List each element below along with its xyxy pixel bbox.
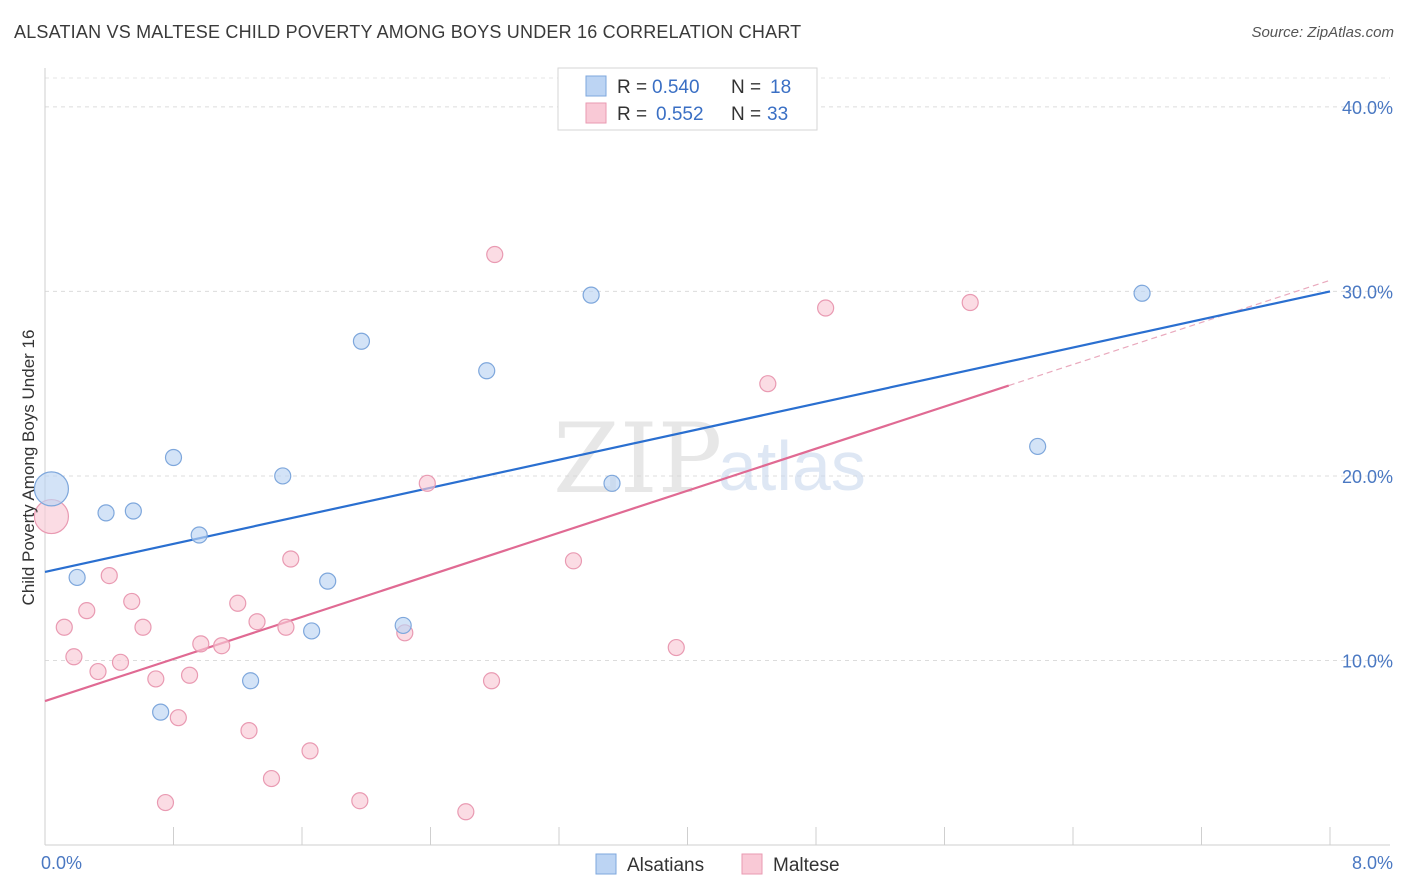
point-maltese-11: [169, 709, 187, 727]
legend-n-value-maltese: 33: [767, 104, 788, 125]
point-maltese-15: [229, 594, 247, 612]
trend-line-alsatians: [44, 290, 1331, 573]
point-maltese-19: [277, 618, 295, 636]
point-alsatians-15: [603, 474, 621, 492]
point-maltese-16: [240, 721, 258, 740]
point-maltese-26: [482, 672, 501, 690]
point-maltese-9: [147, 670, 165, 688]
point-maltese-8: [134, 618, 152, 636]
legend-r-value-alsatians: 0.540: [652, 77, 700, 98]
point-maltese-7: [123, 592, 141, 611]
point-maltese-17: [248, 613, 266, 631]
y-tick-label-3: 40.0%: [1342, 98, 1393, 118]
trend-line-maltese: [44, 384, 1010, 703]
point-alsatians-2: [97, 504, 115, 522]
y-tick-labels: 10.0% 20.0% 30.0% 40.0%: [1342, 98, 1393, 672]
legend-r-label-alsatians: R =: [617, 77, 647, 98]
point-alsatians-12: [394, 616, 412, 635]
trend-line-maltese-extension: [1008, 279, 1331, 387]
point-maltese-22: [351, 792, 369, 810]
point-alsatians-7: [242, 672, 260, 690]
point-maltese-6: [111, 653, 130, 671]
chart-title: ALSATIAN VS MALTESE CHILD POVERTY AMONG …: [14, 22, 802, 42]
bottom-legend-swatch-maltese: [741, 853, 763, 875]
legend-swatch-alsatians: [585, 75, 607, 97]
data-points: [33, 245, 1151, 821]
legend-r-label-maltese: R =: [617, 104, 647, 125]
point-alsatians-3: [124, 502, 142, 520]
legend-r-value-maltese: 0.552: [656, 104, 704, 125]
point-alsatians-1: [68, 568, 86, 587]
point-maltese-28: [564, 552, 583, 570]
point-maltese-14: [213, 637, 231, 655]
bottom-legend-label-alsatians: Alsatians: [627, 855, 704, 876]
point-alsatians-6: [152, 703, 170, 721]
point-maltese-20: [282, 550, 300, 568]
point-alsatians-11: [352, 332, 371, 350]
point-maltese-5: [100, 566, 118, 585]
x-tick-label-0: 0.0%: [41, 853, 82, 873]
point-maltese-31: [817, 299, 835, 317]
point-maltese-4: [89, 662, 107, 681]
top-legend: R = 0.540 N = 18 R = 0.552 N = 33: [557, 67, 818, 131]
chart-source: Source: ZipAtlas.com: [1251, 24, 1394, 41]
bottom-legend-swatch-alsatians: [595, 853, 617, 875]
x-tick-label-1: 8.0%: [1352, 853, 1393, 873]
point-maltese-13: [192, 635, 210, 653]
y-axis-label: Child Poverty Among Boys Under 16: [19, 330, 38, 606]
bottom-legend: Alsatians Maltese: [595, 853, 840, 876]
point-alsatians-13: [478, 362, 496, 380]
legend-n-label-alsatians: N =: [731, 77, 761, 98]
point-maltese-1: [55, 618, 73, 636]
point-alsatians-5: [190, 526, 208, 544]
point-alsatians-8: [274, 467, 292, 485]
point-alsatians-9: [303, 622, 321, 640]
point-maltese-12: [180, 666, 199, 684]
point-alsatians-16: [1029, 437, 1047, 456]
point-maltese-29: [667, 638, 685, 657]
x-tick-labels: 0.0% 8.0%: [41, 853, 1393, 873]
point-alsatians-4: [164, 448, 183, 467]
legend-n-label-maltese: N =: [731, 104, 761, 125]
point-alsatians-0: [33, 471, 70, 507]
point-maltese-27: [486, 245, 504, 264]
point-maltese-25: [457, 803, 475, 821]
point-maltese-30: [759, 375, 777, 393]
watermark: ZIP atlas: [553, 403, 866, 515]
point-maltese-2: [65, 648, 83, 666]
axes: [44, 68, 1390, 846]
trend-lines: [44, 279, 1331, 703]
y-tick-label-0: 10.0%: [1342, 651, 1393, 671]
point-maltese-32: [961, 293, 979, 312]
watermark-zip: ZIP: [553, 403, 722, 515]
legend-swatch-maltese: [585, 102, 607, 124]
point-alsatians-14: [582, 286, 600, 304]
y-tick-label-1: 20.0%: [1342, 467, 1393, 487]
point-alsatians-17: [1133, 284, 1151, 302]
bottom-legend-label-maltese: Maltese: [773, 855, 840, 876]
point-maltese-18: [262, 769, 281, 788]
y-tick-label-2: 30.0%: [1342, 282, 1393, 302]
legend-n-value-alsatians: 18: [770, 77, 791, 98]
grid-lines: [45, 77, 1390, 661]
point-maltese-10: [156, 793, 175, 812]
point-maltese-3: [78, 602, 96, 620]
point-alsatians-10: [319, 572, 337, 590]
point-maltese-21: [301, 742, 319, 760]
point-maltese-24: [418, 474, 436, 492]
